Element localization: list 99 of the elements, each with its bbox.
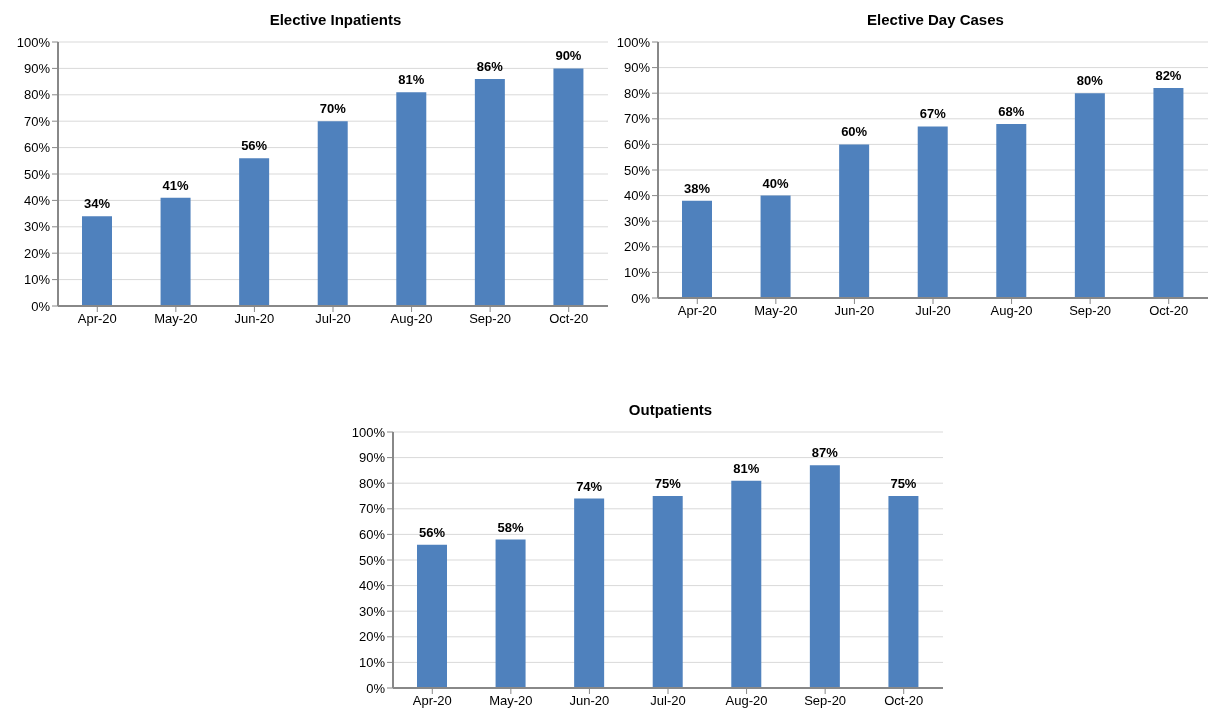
y-tick-label: 10% <box>23 272 51 288</box>
data-label: 87% <box>811 445 839 461</box>
x-tick-label: May-20 <box>489 693 533 709</box>
y-tick-label: 50% <box>623 162 651 178</box>
y-tick-label: 80% <box>358 475 386 491</box>
bar <box>888 496 919 688</box>
bar <box>917 126 948 298</box>
x-tick-label: Oct-20 <box>884 693 924 709</box>
y-tick-label: 80% <box>623 85 651 101</box>
bar <box>996 123 1027 298</box>
bar <box>396 92 427 306</box>
data-label: 81% <box>733 460 760 476</box>
data-label: 82% <box>1155 68 1182 84</box>
bar <box>731 480 762 688</box>
y-tick-label: 60% <box>358 527 386 543</box>
data-label: 38% <box>683 180 711 196</box>
y-tick-label: 0% <box>631 290 651 306</box>
data-label: 56% <box>418 524 446 540</box>
data-label: 90% <box>555 48 582 64</box>
data-label: 34% <box>83 196 111 212</box>
y-tick-label: 60% <box>23 140 51 156</box>
x-tick-label: Jul-20 <box>650 693 686 709</box>
bar <box>160 197 191 306</box>
x-tick-label: Aug-20 <box>990 303 1033 319</box>
y-tick-label: 60% <box>623 137 651 153</box>
y-tick-label: 10% <box>623 265 651 281</box>
y-tick-label: 80% <box>23 87 51 103</box>
y-tick-label: 100% <box>16 34 51 50</box>
bar <box>239 158 270 306</box>
bar <box>474 78 505 306</box>
data-label: 41% <box>162 177 190 193</box>
y-tick-label: 70% <box>23 113 51 129</box>
data-label: 68% <box>998 103 1025 119</box>
y-tick-label: 30% <box>623 213 651 229</box>
y-tick-label: 30% <box>358 603 386 619</box>
x-tick-label: Sep-20 <box>469 311 512 327</box>
data-label: 70% <box>319 101 347 117</box>
chart-title: Outpatients <box>627 400 714 420</box>
y-tick-label: 100% <box>351 424 386 440</box>
bar <box>652 496 683 688</box>
y-tick-label: 40% <box>23 193 51 209</box>
data-label: 86% <box>476 58 504 74</box>
y-tick-label: 0% <box>31 298 51 314</box>
y-tick-label: 40% <box>623 188 651 204</box>
y-tick-label: 90% <box>23 61 51 77</box>
x-tick-label: Apr-20 <box>677 303 717 319</box>
data-label: 81% <box>398 72 425 88</box>
x-tick-label: Jun-20 <box>234 311 275 327</box>
x-tick-label: May-20 <box>754 303 798 319</box>
data-label: 58% <box>497 519 525 535</box>
y-tick-label: 10% <box>358 655 386 671</box>
y-tick-label: 20% <box>623 239 651 255</box>
data-label: 75% <box>890 476 917 491</box>
x-tick-label: Jun-20 <box>834 303 875 319</box>
y-tick-label: 20% <box>358 629 386 645</box>
bar <box>1153 88 1184 298</box>
x-tick-label: Oct-20 <box>1149 303 1189 319</box>
x-tick-label: Jul-20 <box>315 311 351 327</box>
x-tick-label: Apr-20 <box>77 311 117 327</box>
bar <box>809 465 840 688</box>
data-label: 80% <box>1076 73 1104 89</box>
data-label: 74% <box>576 478 603 494</box>
y-tick-label: 90% <box>358 450 386 466</box>
x-tick-label: Apr-20 <box>412 693 452 709</box>
x-tick-label: Aug-20 <box>390 311 433 327</box>
y-tick-label: 70% <box>623 111 651 127</box>
bar <box>839 144 870 298</box>
x-tick-label: Jun-20 <box>569 693 610 709</box>
data-label: 56% <box>241 138 268 154</box>
bar <box>574 498 605 688</box>
bar <box>417 544 447 688</box>
bar <box>317 121 348 306</box>
y-tick-label: 100% <box>616 34 651 50</box>
data-label: 75% <box>654 476 682 491</box>
y-tick-label: 30% <box>23 219 51 235</box>
x-tick-label: Aug-20 <box>725 693 768 709</box>
bar <box>760 195 791 298</box>
y-tick-label: 50% <box>358 552 386 568</box>
y-tick-label: 40% <box>358 578 386 594</box>
x-tick-label: Sep-20 <box>804 693 847 709</box>
x-tick-label: Oct-20 <box>549 311 589 327</box>
y-tick-label: 20% <box>23 245 51 261</box>
x-tick-label: May-20 <box>154 311 198 327</box>
data-label: 60% <box>841 124 868 140</box>
y-tick-label: 70% <box>358 501 386 517</box>
bar <box>82 216 112 306</box>
y-tick-label: 90% <box>623 60 651 76</box>
bar <box>495 539 526 688</box>
chart-title: Elective Day Cases <box>866 10 1005 30</box>
bar <box>553 68 584 306</box>
y-tick-label: 50% <box>23 166 51 182</box>
data-label: 67% <box>919 106 947 122</box>
data-label: 40% <box>762 175 790 191</box>
x-tick-label: Sep-20 <box>1069 303 1112 319</box>
y-tick-label: 0% <box>366 680 386 696</box>
bar <box>682 200 712 298</box>
chart-title: Elective Inpatients <box>268 10 403 30</box>
x-tick-label: Jul-20 <box>915 303 951 319</box>
bar <box>1074 93 1105 298</box>
